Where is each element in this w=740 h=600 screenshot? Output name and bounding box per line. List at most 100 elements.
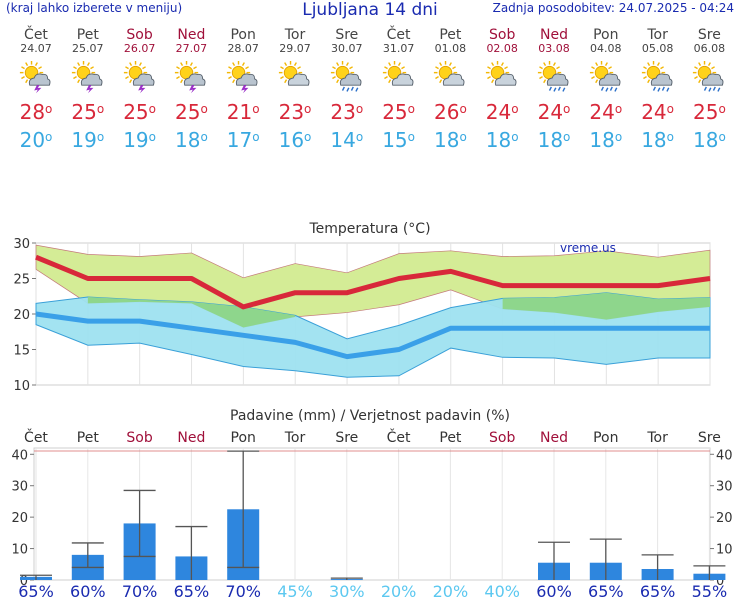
day-column[interactable]: Čet 24.07 28o 20o [10, 27, 62, 152]
day-name: Čet [386, 27, 411, 43]
degree-symbol: o [614, 102, 623, 116]
min-temperature: 14o [321, 129, 373, 151]
min-temp-value: 20 [19, 128, 46, 152]
max-temp-value: 25 [382, 100, 408, 124]
range-overlap [87, 296, 296, 328]
degree-symbol: o [407, 102, 415, 116]
degree-symbol: o [459, 102, 467, 116]
y-tick-label: 30 [11, 480, 28, 495]
cloud-icon [598, 73, 621, 86]
day-column[interactable]: Sob 26.07 25o 19o [114, 27, 166, 152]
sun-cloud-rain-icon [641, 61, 673, 92]
min-temp-value: 14 [330, 128, 356, 152]
day-column[interactable]: Tor 05.08 24o 18o [632, 27, 684, 152]
max-temp-value: 21 [226, 100, 253, 124]
day-name: Tor [647, 27, 668, 43]
sun-cloud-icon [382, 61, 414, 86]
degree-symbol: o [96, 102, 105, 116]
chart-title: Temperatura (°C) [308, 221, 430, 237]
cloud-icon [546, 73, 569, 86]
y-tick-label: 15 [13, 344, 30, 359]
day-column[interactable]: Pet 25.07 25o 19o [62, 27, 114, 152]
sun-cloud-icon [278, 61, 310, 86]
day-column[interactable]: Tor 29.07 23o 16o [269, 27, 321, 152]
tmin-range-band [35, 292, 711, 378]
degree-symbol: o [252, 130, 260, 144]
x-tick-label: Sob [489, 430, 515, 446]
precip-probability: 70% [225, 582, 261, 600]
x-tick-label: Čet [24, 428, 48, 446]
sun-cloud-thunder-icon [175, 61, 206, 94]
last-update: Zadnja posodobitev: 24.07.2025 - 04:24 [492, 1, 734, 15]
day-column[interactable]: Sre 30.07 23o 14o [321, 27, 373, 152]
day-date: 27.07 [175, 42, 208, 55]
degree-symbol: o [459, 130, 467, 144]
max-temp-value: 24 [485, 100, 512, 124]
day-name: Sre [335, 27, 359, 43]
chart-title: Padavine (mm) / Verjetnost padavin (%) [230, 408, 510, 424]
y-tick-label: 20 [11, 511, 28, 526]
location-menu-hint[interactable]: (kraj lahko izberete v meniju) [6, 1, 183, 15]
day-name: Tor [284, 27, 306, 43]
range-overlap [502, 292, 710, 320]
x-tick-label: Pet [77, 430, 100, 446]
page-title: Ljubljana 14 dni [302, 0, 438, 20]
max-temp-value: 24 [537, 100, 564, 124]
lightning-icon [241, 85, 249, 94]
cloud-icon [80, 73, 103, 86]
rain-icon [704, 86, 721, 92]
day-column[interactable]: Pet 01.08 26o 18o [424, 27, 476, 152]
day-date: 31.07 [382, 42, 415, 55]
day-name: Pon [230, 27, 256, 43]
day-name: Pet [76, 27, 99, 43]
day-column[interactable]: Čet 31.07 25o 15o [373, 27, 425, 152]
x-tick-label: Tor [646, 430, 668, 446]
day-date: 28.07 [227, 42, 259, 55]
day-date: 04.08 [590, 42, 622, 55]
y-tick-label-right: 30 [716, 480, 733, 495]
day-name: Čet [24, 27, 48, 43]
day-column[interactable]: Pon 28.07 21o 17o [217, 27, 269, 152]
y-tick-label: 20 [13, 308, 30, 323]
rain-icon [341, 86, 359, 92]
degree-symbol: o [304, 130, 312, 144]
y-tick-label-right: 10 [716, 543, 733, 558]
day-name: Ned [540, 27, 568, 43]
sun-cloud-icon [486, 61, 517, 86]
degree-symbol: o [563, 102, 571, 116]
day-column[interactable]: Pon 04.08 24o 18o [580, 28, 632, 152]
day-column[interactable]: Sob 02.08 24o 18o [476, 27, 528, 152]
x-tick-label: Sre [335, 430, 358, 446]
min-temperature: 18o [632, 129, 684, 151]
day-name: Sob [489, 27, 516, 43]
degree-symbol: o [511, 102, 519, 116]
day-date: 01.08 [434, 42, 467, 55]
precip-probability: 55% [692, 582, 728, 600]
min-temperature: 18o [528, 129, 580, 151]
max-temperature: 25o [165, 101, 217, 123]
lightning-icon [137, 85, 145, 94]
lightning-icon [86, 85, 94, 94]
precip-probability: 70% [122, 582, 158, 600]
day-column[interactable]: Ned 27.07 25o 18o [165, 28, 217, 152]
min-temperature: 15o [373, 129, 425, 151]
day-column[interactable]: Ned 03.08 24o 18o [528, 27, 580, 152]
rain-icon [548, 86, 566, 92]
temperature-chart: Temperatura (°C) 10 15 20 25 30 vreme.us [13, 221, 711, 394]
x-tick-label: Ned [540, 430, 568, 446]
degree-symbol: o [45, 102, 53, 116]
day-name: Sob [126, 27, 153, 43]
day-name: Pet [439, 27, 462, 43]
lightning-icon [189, 85, 197, 94]
min-temp-value: 18 [589, 128, 615, 152]
degree-symbol: o [200, 102, 208, 116]
degree-symbol: o [355, 102, 364, 116]
x-tick-label: Pon [231, 430, 256, 446]
precip-probability: 30% [329, 582, 365, 600]
day-column[interactable]: Sre 06.08 25o 18o [683, 28, 735, 152]
day-date: 30.07 [331, 42, 363, 55]
max-temperature: 21o [217, 101, 269, 123]
max-temperature: 23o [321, 101, 373, 123]
day-date: 03.08 [538, 42, 570, 55]
degree-symbol: o [666, 102, 674, 116]
